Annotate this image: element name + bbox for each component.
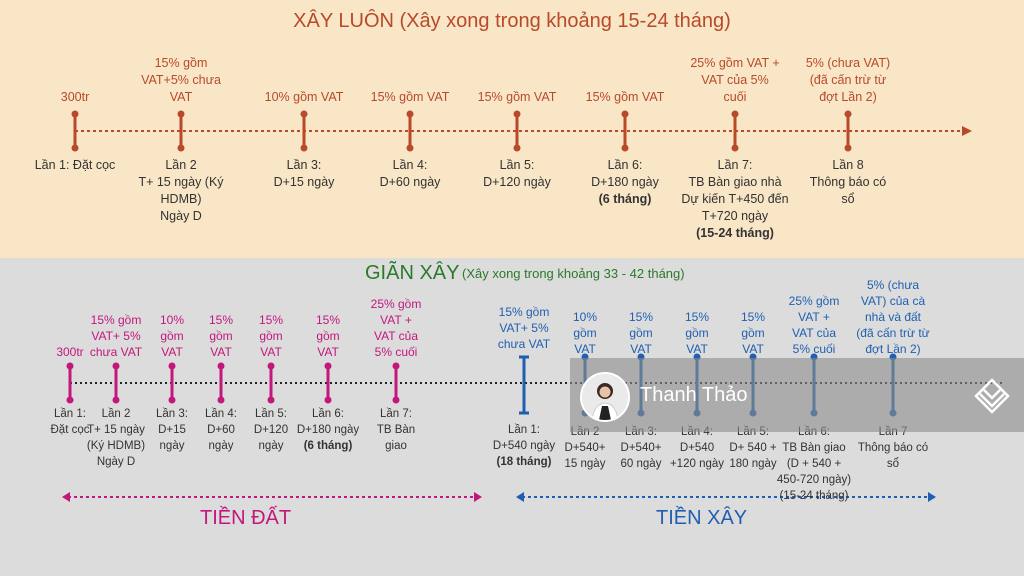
top-stage-tick-5-cap [513,110,521,118]
xay-luon-title: XÂY LUÔN (Xây xong trong khoảng 15-24 th… [293,10,731,32]
top-stage-tick-6-cap [621,110,629,118]
top-stage-detail-3: Lần 3: D+15 ngày [273,158,335,189]
build-stage-detail-6: Lần 6: TB Bàn giao (D + 540 + 450-720 ng… [776,426,852,502]
land-stage-detail-3: Lần 3: D+15 ngày [156,408,188,452]
top-stage-tick-4-cap [406,144,414,152]
build-stage-amount-3: 15% gồm VAT [628,310,654,356]
top-stage-tick-6-cap [621,144,629,152]
land-stage-tick-4-cap [217,362,225,370]
top-stage-amount-4: 15% gồm VAT [370,90,450,104]
land-stage-amount-1: 300tr [56,345,84,359]
build-stage-detail-2: Lần 2 D+540+ 15 ngày [564,426,606,470]
land-stage-amount-3: 10% gồm VAT [159,313,185,359]
land-stage-tick-7-cap [392,396,400,404]
stacked-chevrons-logo-icon [974,378,1010,414]
top-stage-tick-3-cap [300,144,308,152]
build-stage-detail-3: Lần 3: D+540+ 60 ngày [620,426,662,470]
top-stage-detail-1: Lần 1: Đặt cọc [34,158,116,172]
build-stage-detail-4: Lần 4: D+540 +120 ngày [669,426,725,470]
land-stage-tick-6-cap [324,396,332,404]
land-stage-tick-4-cap [217,396,225,404]
gian-xay-title: GIÃN XÂY [365,262,460,284]
land-stage-detail-1: Lần 1: Đặt cọc [50,408,90,436]
top-stage-tick-7-cap [731,110,739,118]
build-money-label: TIỀN XÂY [656,507,748,529]
top-stage-amount-6: 15% gồm VAT [585,90,665,104]
top-stage-tick-8-cap [844,110,852,118]
land-stage-amount-4: 15% gồm VAT [208,313,234,359]
build-stage-amount-5: 15% gồm VAT [740,310,766,356]
land-stage-tick-2-cap [112,362,120,370]
land-stage-amount-7: 25% gồm VAT + VAT của 5% cuối [370,297,422,359]
build-stage-amount-4: 15% gồm VAT [684,310,710,356]
land-stage-tick-3-cap [168,396,176,404]
top-stage-tick-2-cap [177,110,185,118]
land-stage-tick-6-cap [324,362,332,370]
top-stage-amount-7: 25% gồm VAT + VAT của 5% cuối [690,56,780,104]
top-stage-amount-2: 15% gồm VAT+5% chưa VAT [141,56,221,104]
land-range-left-arrow [62,492,70,502]
land-stage-tick-2-cap [112,396,120,404]
top-stage-amount-8: 5% (chưa VAT) (đã cấn trừ từ đợt Lần 2) [805,56,891,104]
build-stage-amount-1: 15% gồm VAT+ 5% chưa VAT [497,305,551,351]
top-timeline-arrowhead [962,126,972,136]
top-stage-tick-8-cap [844,144,852,152]
watermark-band [570,358,1024,432]
top-stage-tick-5-cap [513,144,521,152]
top-stage-tick-1-cap [71,144,79,152]
top-stage-tick-2-cap [177,144,185,152]
top-timeline-ticks [71,110,852,152]
land-stage-detail-5: Lần 5: D+120 ngày [253,408,289,452]
watermark-name: Thanh Thảo [640,384,748,406]
land-stage-amount-5: 15% gồm VAT [258,313,284,359]
gian-xay-subtitle: (Xây xong trong khoảng 33 - 42 tháng) [462,266,685,281]
top-stage-detail-8: Lần 8 Thông báo có sổ [809,158,887,206]
top-stage-amount-5: 15% gồm VAT [477,90,557,104]
land-stage-tick-5-cap [267,362,275,370]
top-stage-amount-1: 300tr [60,90,90,104]
xay-luon-panel [0,0,1024,258]
build-range-right-arrow [928,492,936,502]
land-stage-tick-1-cap [66,396,74,404]
land-stage-tick-7-cap [392,362,400,370]
top-stage-detail-2: Lần 2 T+ 15 ngày (Ký HDMB) Ngày D [138,158,224,223]
top-stage-detail-6: Lần 6: D+180 ngày (6 tháng) [565,157,685,208]
land-money-label: TIỀN ĐẤT [200,507,292,529]
top-stage-tick-1-cap [71,110,79,118]
land-stage-tick-3-cap [168,362,176,370]
build-stage-amount-6: 25% gồm VAT + VAT của 5% cuối [788,294,840,356]
land-stage-amount-2: 15% gồm VAT+ 5% chưa VAT [89,313,143,359]
build-stage-detail-1: Lần 1: D+540 ngày (18 tháng) [479,422,569,470]
build-stage-detail-1-bold: (18 tháng) [496,456,552,468]
avatar [580,372,630,422]
land-stage-tick-1-cap [66,362,74,370]
build-stage-amount-7: 5% (chưa VAT) của cà nhà và đất (đã cấn … [856,278,930,356]
top-stage-detail-7-bold: (15-24 tháng) [696,226,774,240]
top-stage-tick-7-cap [731,144,739,152]
land-stage-detail-4: Lần 4: D+60 ngày [205,408,237,452]
build-range-left-arrow [516,492,524,502]
top-stage-detail-6-bold: (6 tháng) [598,192,652,206]
top-stage-detail-5: Lần 5: D+120 ngày [483,158,551,189]
land-stage-detail-7: Lần 7: TB Bàn giao [376,408,416,452]
top-stage-tick-3-cap [300,110,308,118]
land-stage-amount-6: 15% gồm VAT [315,313,341,359]
top-stage-detail-7: Lần 7: TB Bàn giao nhà Dự kiến T+450 đến… [675,157,795,242]
top-stage-amount-3: 10% gồm VAT [264,90,344,104]
land-stage-detail-6-bold: (6 tháng) [303,440,353,452]
land-range-right-arrow [474,492,482,502]
land-stage-detail-2: Lần 2 T+ 15 ngày (Ký HDMB) Ngày D [86,408,146,468]
top-stage-detail-4: Lần 4: D+60 ngày [379,158,441,189]
land-stage-tick-5-cap [267,396,275,404]
land-timeline-ticks [66,362,400,404]
land-stage-detail-6: Lần 6: D+180 ngày (6 tháng) [288,406,368,454]
build-stage-amount-2: 10% gồm VAT [572,310,598,356]
top-stage-tick-4-cap [406,110,414,118]
